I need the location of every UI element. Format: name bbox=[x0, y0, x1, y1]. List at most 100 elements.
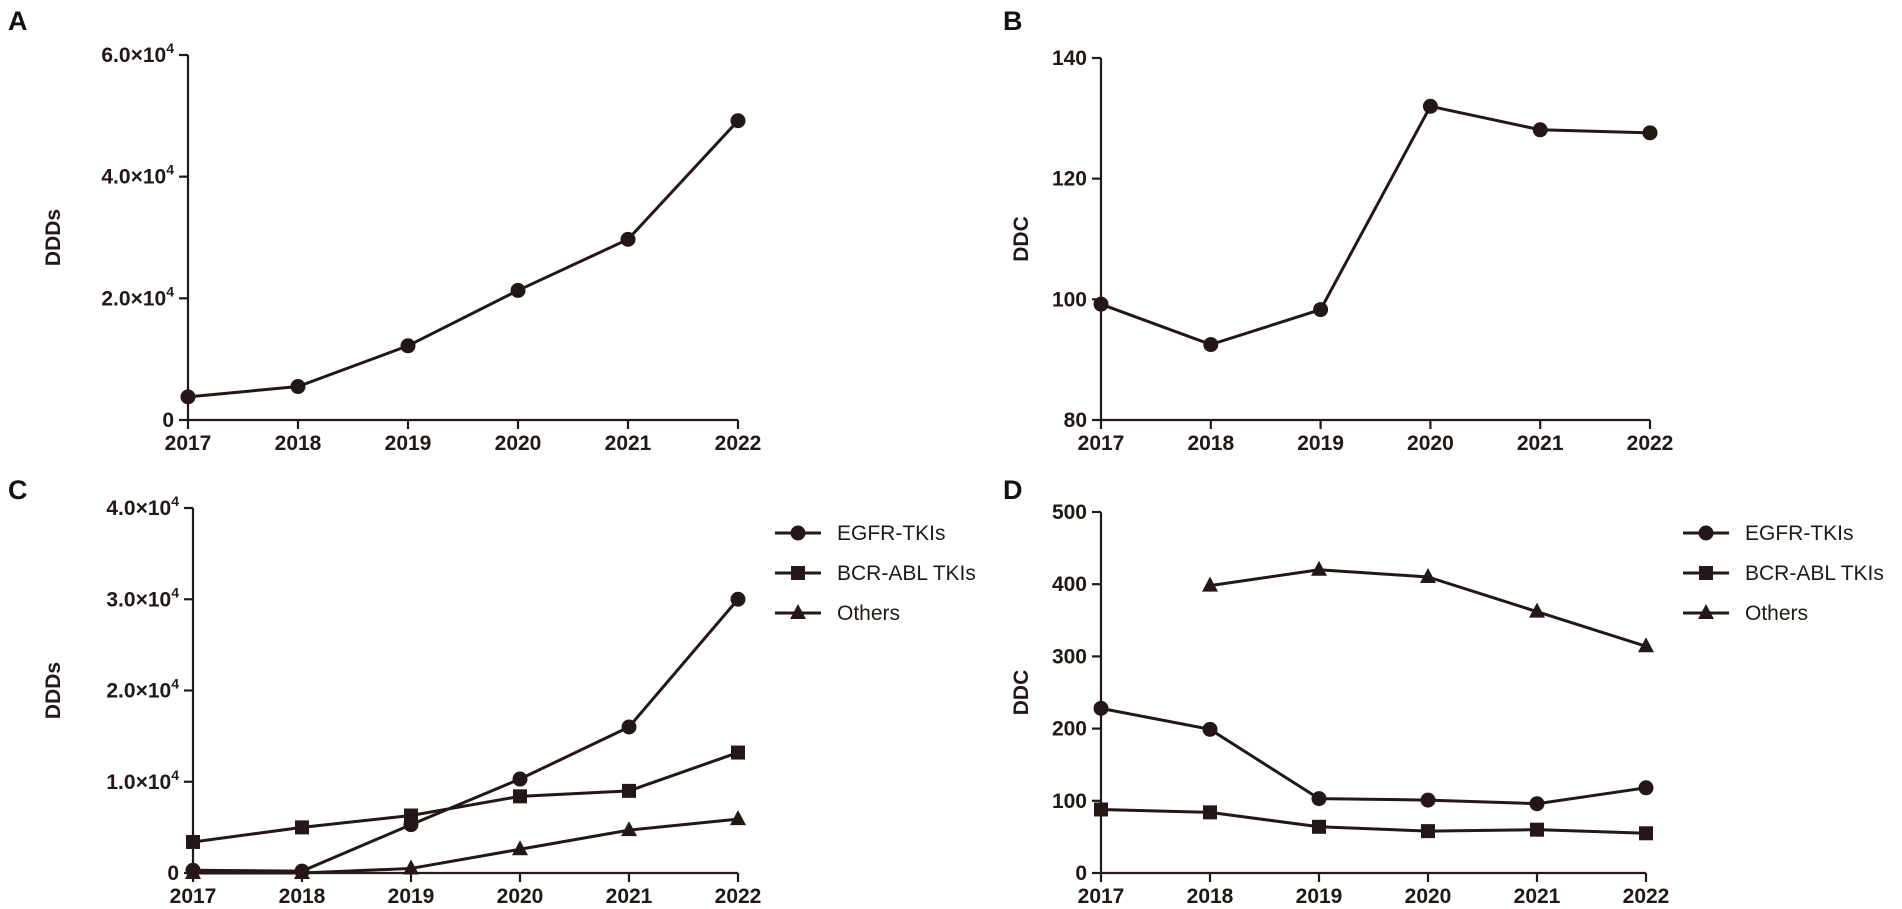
x-tick-label: 2022 bbox=[715, 432, 762, 455]
series-line-0 bbox=[1100, 104, 1651, 347]
data-point-circle bbox=[1642, 125, 1658, 141]
x-tick-label: 2019 bbox=[385, 432, 432, 455]
y-tick-label: 300 bbox=[1052, 645, 1087, 668]
data-point-circle bbox=[1532, 122, 1548, 138]
panel-letter: B bbox=[1003, 6, 1023, 36]
data-point-square bbox=[1203, 805, 1217, 820]
data-point-circle bbox=[1529, 796, 1545, 812]
data-point-triangle bbox=[621, 821, 637, 837]
x-tick-label: 2019 bbox=[1297, 432, 1344, 455]
legend-label: BCR-ABL TKIs bbox=[1745, 562, 1884, 585]
legend-label: BCR-ABL TKIs bbox=[837, 562, 976, 585]
x-tick-label: 2022 bbox=[1627, 432, 1674, 455]
data-point-circle bbox=[510, 282, 526, 298]
data-point-square bbox=[186, 834, 200, 849]
x-tick-label: 2017 bbox=[165, 432, 212, 455]
x-tick-label: 2021 bbox=[606, 885, 653, 908]
x-tick-label: 2019 bbox=[388, 885, 435, 908]
data-point-square bbox=[1312, 819, 1326, 834]
legend-marker-square bbox=[791, 566, 805, 580]
y-tick-label: 500 bbox=[1052, 501, 1087, 524]
panel-letter: D bbox=[1003, 475, 1023, 505]
legend-label: Others bbox=[837, 602, 900, 625]
y-tick-label: 0 bbox=[162, 409, 174, 432]
data-point-circle bbox=[180, 389, 196, 405]
data-point-square bbox=[513, 789, 527, 804]
y-tick-label: 400 bbox=[1052, 573, 1087, 596]
y-tick-label: 2.0×104 bbox=[106, 676, 179, 703]
y-axis-label: DDC bbox=[1010, 216, 1033, 262]
series-line-0 bbox=[187, 119, 740, 399]
data-point-circle bbox=[730, 591, 746, 607]
panel-b: B 80 100 120 140 2017 2018 2019 2020 2021 2022 DDC bbox=[1003, 6, 1673, 455]
data-point-triangle bbox=[1529, 602, 1545, 618]
data-point-square bbox=[731, 745, 745, 760]
data-point-circle bbox=[400, 338, 416, 354]
x-tick-label: 2018 bbox=[275, 432, 322, 455]
data-point-circle bbox=[1420, 792, 1436, 808]
legend-label: EGFR-TKIs bbox=[837, 522, 946, 545]
data-point-circle bbox=[1638, 780, 1654, 796]
legend-label: Others bbox=[1745, 602, 1808, 625]
data-point-circle bbox=[1311, 791, 1327, 807]
panel-letter: A bbox=[8, 6, 28, 36]
x-tick-label: 2020 bbox=[497, 885, 544, 908]
y-tick-label: 100 bbox=[1052, 790, 1087, 813]
panel-c: C 0 1.0×104 2.0×104 3.0×104 4.0×104 2017 2018 20… bbox=[8, 475, 976, 908]
data-point-triangle bbox=[512, 840, 528, 856]
x-tick-label: 2018 bbox=[1187, 432, 1234, 455]
x-tick-label: 2020 bbox=[1405, 885, 1452, 908]
x-tick-label: 2022 bbox=[715, 885, 762, 908]
x-tick-label: 2020 bbox=[1407, 432, 1454, 455]
x-tick-label: 2021 bbox=[1514, 885, 1561, 908]
x-tick-label: 2017 bbox=[170, 885, 217, 908]
y-tick-label: 1.0×104 bbox=[106, 767, 179, 794]
data-point-circle bbox=[621, 719, 637, 735]
x-tick-label: 2017 bbox=[1078, 432, 1125, 455]
series-line-1 bbox=[192, 751, 739, 844]
y-tick-label: 4.0×104 bbox=[106, 493, 179, 520]
data-point-triangle bbox=[1420, 567, 1436, 583]
y-tick-label: 3.0×104 bbox=[106, 584, 179, 611]
data-point-triangle bbox=[185, 864, 201, 879]
data-point-triangle bbox=[294, 864, 310, 879]
y-tick-label: 6.0×104 bbox=[101, 40, 174, 67]
legend-marker-circle bbox=[790, 525, 806, 541]
legend-marker-triangle bbox=[1698, 604, 1714, 619]
data-point-circle bbox=[290, 379, 306, 395]
y-tick-label: 140 bbox=[1052, 47, 1087, 70]
y-tick-label: 80 bbox=[1064, 409, 1087, 432]
y-axis-label: DDDs bbox=[42, 209, 65, 266]
x-tick-label: 2018 bbox=[1187, 885, 1234, 908]
x-tick-label: 2020 bbox=[495, 432, 542, 455]
y-tick-label: 0 bbox=[1075, 862, 1087, 885]
x-tick-label: 2021 bbox=[1517, 432, 1564, 455]
data-point-square bbox=[295, 820, 309, 835]
x-tick-label: 2018 bbox=[279, 885, 326, 908]
data-point-square bbox=[404, 808, 418, 823]
data-point-square bbox=[1530, 822, 1544, 837]
legend-marker-triangle bbox=[790, 604, 806, 619]
data-point-square bbox=[622, 783, 636, 798]
data-point-square bbox=[1421, 824, 1435, 839]
data-point-circle bbox=[1093, 700, 1109, 716]
data-point-square bbox=[1639, 826, 1653, 841]
legend-marker-square bbox=[1699, 566, 1713, 580]
data-point-circle bbox=[730, 113, 746, 129]
data-point-circle bbox=[1202, 721, 1218, 737]
panel-d: D 0 100 200 300 400 500 2017 2018 2019 2020 2021 202… bbox=[1003, 475, 1884, 908]
data-point-circle bbox=[1093, 296, 1109, 312]
panel-a: A 0 2.0×104 4.0×104 6.0×104 2017 2018 2019 2020 2… bbox=[8, 6, 761, 455]
y-tick-label: 200 bbox=[1052, 718, 1087, 741]
data-point-triangle bbox=[1638, 637, 1654, 653]
data-point-triangle bbox=[730, 810, 746, 826]
x-tick-label: 2022 bbox=[1623, 885, 1670, 908]
y-axis-label: DDDs bbox=[42, 662, 65, 719]
series-line-2 bbox=[193, 817, 739, 875]
series-line-1 bbox=[1100, 807, 1647, 835]
data-point-circle bbox=[620, 231, 636, 247]
y-tick-label: 0 bbox=[167, 862, 179, 885]
x-tick-label: 2019 bbox=[1296, 885, 1343, 908]
data-point-circle bbox=[1203, 337, 1219, 353]
